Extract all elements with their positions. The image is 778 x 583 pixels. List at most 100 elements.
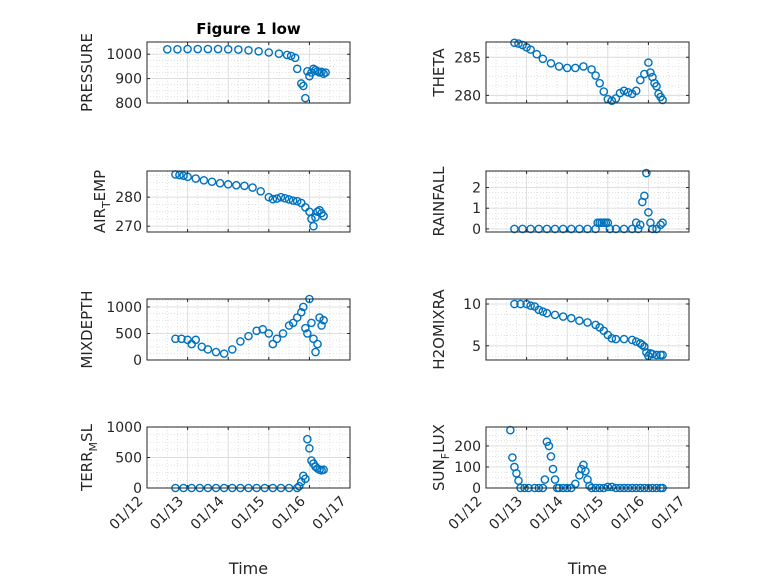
data-point	[546, 59, 556, 68]
data-point	[607, 333, 617, 343]
data-point	[274, 49, 284, 59]
data-point	[619, 86, 629, 96]
data-point	[571, 479, 580, 489]
data-point	[288, 196, 298, 205]
y-tick-label: 2	[472, 181, 481, 197]
data-point	[638, 340, 647, 350]
subplot-h2omixra: 5 10 H2OMIXRA	[430, 289, 690, 370]
data-point	[526, 45, 535, 54]
data-point	[296, 79, 306, 88]
data-point	[272, 194, 282, 203]
data-point	[272, 334, 282, 344]
axes-box	[146, 170, 351, 233]
data-point	[317, 67, 326, 77]
y-tick-label: 900	[115, 72, 142, 88]
data-point	[173, 45, 182, 54]
data-point	[599, 87, 609, 96]
data-point	[658, 350, 667, 360]
x-tick-label: 01/16	[608, 493, 648, 533]
data-point	[311, 213, 320, 222]
data-point	[264, 192, 274, 202]
data-point	[658, 95, 667, 105]
data-point	[644, 58, 653, 67]
data-point	[268, 339, 278, 349]
data-point	[516, 299, 525, 309]
data-point	[268, 194, 278, 204]
data-point	[256, 187, 265, 196]
data-point	[299, 81, 308, 91]
y-tick-label: 800	[115, 96, 142, 112]
x-tick-label: 01/14	[527, 493, 567, 533]
data-point	[591, 71, 600, 80]
y-tick-label: 200	[454, 439, 481, 455]
data-point	[240, 181, 249, 191]
data-point	[566, 313, 576, 323]
data-point	[254, 46, 263, 56]
y-tick-label: 285	[454, 50, 481, 66]
y-tick-label: 280	[454, 88, 481, 104]
data-point	[207, 177, 217, 187]
data-point	[244, 331, 253, 341]
data-point	[644, 208, 653, 217]
y-axis-label: TERRMSL	[78, 423, 100, 492]
data-point	[558, 312, 568, 321]
data-point	[583, 318, 592, 327]
data-point	[179, 171, 188, 180]
data-point	[538, 307, 548, 316]
data-point	[303, 329, 312, 338]
data-point	[321, 68, 330, 77]
x-tick-label: 01/14	[188, 493, 228, 533]
data-point	[282, 50, 292, 60]
subplot-mixdepth: 0 500 1000 MIXDEPTH	[78, 290, 351, 369]
data-point	[317, 321, 326, 330]
chart-title: Figure 1 low	[196, 20, 301, 38]
data-point	[292, 64, 302, 74]
x-tick-label: 01/15	[567, 493, 607, 533]
x-tick-label: 01/17	[310, 493, 350, 533]
data-point	[595, 78, 604, 88]
grid	[485, 299, 690, 360]
data-point	[191, 174, 201, 183]
subplot-theta: 280 285 THETA	[430, 38, 690, 106]
data-point	[579, 62, 588, 71]
data-point	[648, 349, 657, 359]
data-point	[171, 334, 180, 344]
series-points	[510, 299, 667, 361]
data-point	[510, 38, 519, 48]
data-point	[581, 466, 590, 476]
y-tick-label: 0	[133, 481, 142, 497]
y-axis-label: THETA	[430, 48, 448, 98]
series-points	[162, 44, 330, 103]
y-tick-label: 5	[472, 339, 481, 355]
data-point	[611, 334, 621, 344]
data-point	[258, 324, 268, 334]
data-point	[542, 437, 552, 447]
data-point	[309, 221, 318, 231]
x-axis-label: Time	[228, 559, 268, 578]
subplot-terr-msl: 0 500 1000 01/12 01/13 01/14 01/15 01/16 01/17 Ti…	[78, 420, 351, 578]
axes-box	[485, 426, 690, 489]
data-point	[264, 329, 274, 338]
data-point	[575, 316, 584, 326]
data-point	[658, 218, 667, 227]
y-tick-label: 0	[472, 481, 481, 497]
x-tick-label: 01/13	[486, 493, 526, 533]
data-point	[223, 180, 233, 189]
axes-box	[146, 41, 351, 104]
data-point	[587, 65, 596, 74]
y-tick-label: 100	[454, 460, 481, 476]
data-point	[213, 44, 223, 54]
data-point	[301, 474, 310, 484]
data-point	[223, 45, 233, 54]
subplot-pressure: 800 900 1000 PRESSURE Figure 1 low	[78, 20, 351, 112]
y-tick-label: 0	[133, 353, 142, 369]
data-point	[319, 315, 328, 325]
data-point	[199, 175, 209, 185]
data-point	[546, 452, 556, 461]
y-axis-label: RAINFALL	[430, 166, 448, 237]
data-point	[232, 180, 241, 190]
data-point	[234, 45, 243, 54]
data-point	[301, 93, 310, 103]
